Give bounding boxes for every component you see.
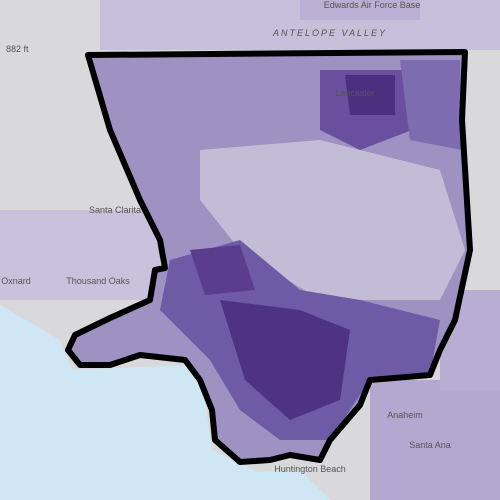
ocean <box>0 305 330 500</box>
place-label: Santa Ana <box>409 440 451 450</box>
tracts <box>0 210 160 300</box>
place-label: Anaheim <box>387 410 423 420</box>
elevation-label: 882 ft <box>6 44 29 54</box>
forest <box>200 140 465 300</box>
place-label: Huntington Beach <box>274 464 346 474</box>
tracts <box>300 0 420 20</box>
place-label: Lancaster <box>335 88 375 98</box>
place-label: Oxnard <box>1 276 31 286</box>
tracts <box>370 380 500 500</box>
region-label: ANTELOPE VALLEY <box>272 28 387 38</box>
tracts <box>190 245 255 295</box>
tracts <box>345 75 395 115</box>
place-label: Edwards Air Force Base <box>324 0 421 10</box>
tracts <box>220 300 350 420</box>
place-label: Santa Clarita <box>89 205 141 215</box>
county-outline <box>65 49 473 465</box>
tracts <box>400 60 462 150</box>
place-label: Thousand Oaks <box>66 276 130 286</box>
